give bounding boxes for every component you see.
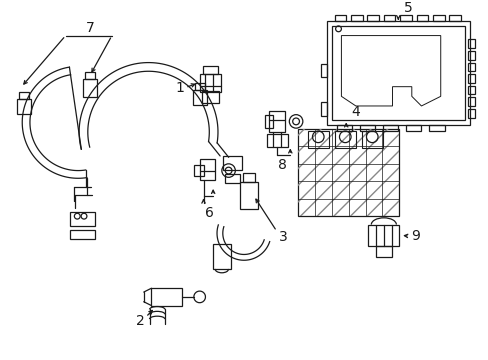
Bar [243, 172, 254, 182]
Bar [199, 159, 215, 180]
Bar [405, 125, 421, 131]
Bar [223, 156, 242, 170]
Text: 4: 4 [351, 105, 360, 119]
Bar [375, 246, 391, 257]
Bar [336, 125, 351, 131]
Bar [334, 15, 346, 21]
Bar [193, 165, 203, 176]
Text: 8: 8 [278, 158, 286, 172]
Text: 2: 2 [135, 314, 144, 328]
Bar [297, 129, 398, 216]
Bar [382, 125, 398, 131]
Bar [467, 51, 474, 60]
Bar [264, 114, 272, 128]
Text: 1: 1 [175, 81, 183, 95]
Bar [83, 79, 97, 97]
Bar [467, 40, 474, 48]
Bar [266, 134, 288, 148]
Bar [213, 244, 230, 269]
Bar [224, 174, 240, 183]
Text: 9: 9 [410, 229, 419, 243]
Bar [85, 72, 95, 79]
Bar [321, 64, 326, 77]
Bar [334, 131, 355, 148]
Bar [307, 131, 328, 148]
Bar [268, 111, 284, 132]
Bar [69, 230, 95, 239]
Bar [383, 15, 395, 21]
Bar [151, 288, 182, 306]
Bar [467, 74, 474, 83]
Bar [428, 125, 444, 131]
Bar [399, 15, 411, 21]
Bar [195, 83, 204, 90]
Bar [69, 212, 95, 226]
Bar [359, 125, 374, 131]
Bar [321, 102, 326, 116]
Text: 6: 6 [204, 206, 213, 220]
Bar [240, 182, 257, 209]
Bar [467, 109, 474, 118]
Bar [467, 86, 474, 94]
Bar [467, 97, 474, 106]
Text: 3: 3 [279, 230, 287, 244]
Bar [193, 90, 206, 105]
Bar [202, 67, 218, 74]
Text: 5: 5 [403, 1, 411, 15]
Bar [17, 99, 31, 114]
Bar [416, 15, 427, 21]
Bar [19, 92, 29, 99]
Bar [199, 74, 221, 91]
Bar [350, 15, 362, 21]
Bar [432, 15, 444, 21]
Bar [201, 91, 219, 103]
Bar [467, 63, 474, 71]
Bar [448, 15, 460, 21]
Text: 7: 7 [86, 21, 95, 35]
Bar [326, 21, 468, 125]
Bar [331, 26, 464, 121]
Bar [366, 15, 378, 21]
Bar [367, 225, 398, 246]
Bar [361, 131, 382, 148]
